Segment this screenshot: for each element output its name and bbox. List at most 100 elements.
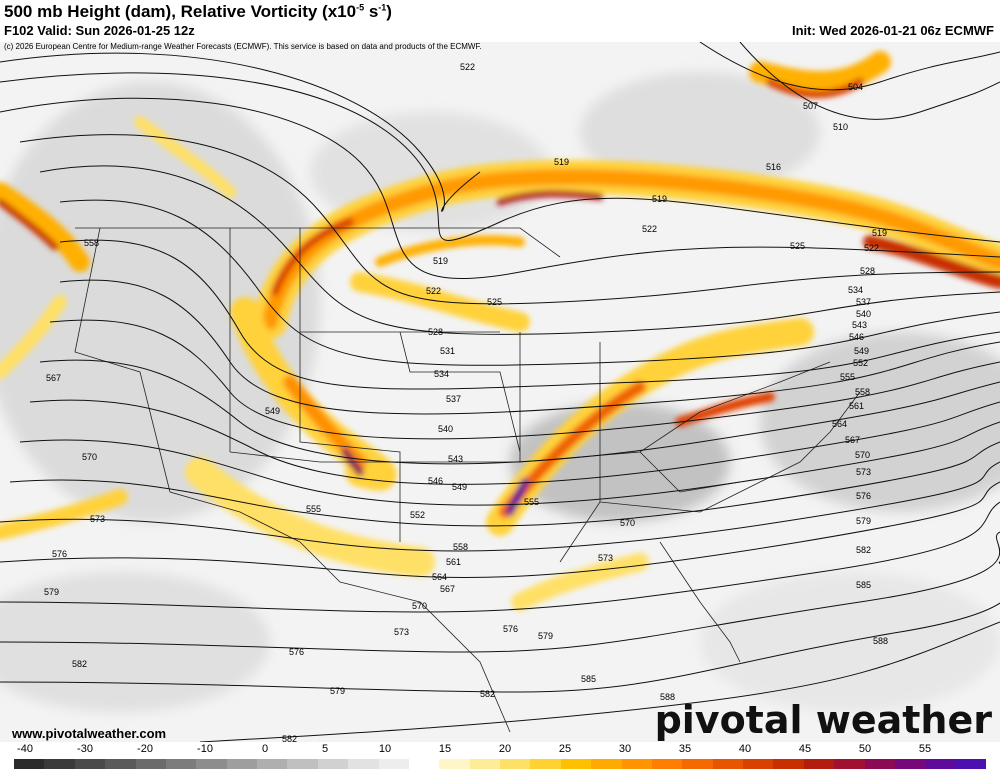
colorbar-swatch: [773, 759, 804, 769]
contour-label: 558: [453, 542, 468, 552]
contour-label: 567: [845, 435, 860, 445]
colorbar-swatch: [44, 759, 75, 769]
contour-label: 573: [394, 627, 409, 637]
colorbar-swatch: [257, 759, 288, 769]
colorbar-tick-label: 5: [321, 743, 329, 755]
colorbar-swatch: [317, 759, 349, 769]
contour-label: 540: [438, 424, 453, 434]
contour-label: 567: [440, 584, 455, 594]
contour-label: 570: [620, 518, 635, 528]
contour-label: 555: [524, 497, 539, 507]
colorbar-tick-label: 40: [738, 743, 752, 755]
contour-label: 534: [434, 369, 449, 379]
colorbar-tick-label: 55: [918, 743, 932, 755]
pivotal-weather-logo: pivotal weather: [654, 698, 992, 742]
colorbar-swatch: [74, 759, 106, 769]
colorbar-swatch: [408, 759, 440, 769]
contour-label: 558: [855, 387, 870, 397]
contour-label: 573: [598, 553, 613, 563]
colorbar-tick-label: 50: [858, 743, 872, 755]
contour-label: 564: [432, 572, 447, 582]
contour-label: 573: [90, 514, 105, 524]
header: 500 mb Height (dam), Relative Vorticity …: [0, 0, 1000, 42]
contour-label: 579: [44, 587, 59, 597]
contour-label: 516: [766, 162, 781, 172]
colorbar: -40 -30 -20 -10 0 5 10 15 20 25 30 35 40 45 50 55: [0, 742, 1000, 772]
valid-time: F102 Valid: Sun 2026-01-25 12z: [4, 23, 195, 38]
contour-label: 522: [426, 286, 441, 296]
contour-label: 504: [848, 82, 863, 92]
colorbar-swatch: [712, 759, 743, 769]
weather-map: 522 519 519 522 519 522 525 528 531 534 …: [0, 42, 1000, 742]
colorbar-swatch: [803, 759, 835, 769]
contour-label: 570: [412, 601, 427, 611]
colorbar-swatch: [651, 759, 683, 769]
colorbar-swatch: [14, 759, 45, 769]
colorbar-swatch: [925, 759, 956, 769]
contour-label: 582: [72, 659, 87, 669]
contour-label: 522: [864, 243, 879, 253]
colorbar-swatch: [165, 759, 197, 769]
contour-label: 579: [856, 516, 871, 526]
map-canvas: 522 519 519 522 519 522 525 528 531 534 …: [0, 42, 1000, 742]
contour-label: 567: [46, 373, 61, 383]
contour-label: 528: [428, 327, 443, 337]
colorbar-swatch: [500, 759, 531, 769]
contour-label: 558: [84, 238, 99, 248]
contour-label: 579: [330, 686, 345, 696]
colorbar-swatch: [560, 759, 592, 769]
contour-label: 579: [538, 631, 553, 641]
contour-label: 519: [433, 256, 448, 266]
contour-label: 537: [856, 297, 871, 307]
colorbar-tick-label: 20: [498, 743, 512, 755]
contour-label: 519: [652, 194, 667, 204]
colorbar-swatch: [105, 759, 136, 769]
contour-label: 585: [856, 580, 871, 590]
colorbar-tick-label: -10: [197, 743, 213, 755]
website-link[interactable]: www.pivotalweather.com: [12, 726, 167, 741]
colorbar-tick-label: 35: [678, 743, 692, 755]
contour-label: 510: [833, 122, 848, 132]
contour-label: 582: [856, 545, 871, 555]
contour-label: 564: [832, 419, 847, 429]
contour-label: 549: [452, 482, 467, 492]
contour-label: 576: [289, 647, 304, 657]
contour-label: 570: [82, 452, 97, 462]
contour-label: 522: [460, 62, 475, 72]
colorbar-swatch: [469, 759, 500, 769]
colorbar-swatch: [439, 759, 470, 769]
map-title: 500 mb Height (dam), Relative Vorticity …: [4, 2, 392, 21]
init-time: Init: Wed 2026-01-21 06z ECMWF: [791, 23, 994, 38]
contour-label: 576: [856, 491, 871, 501]
contour-label: 549: [265, 406, 280, 416]
contour-label: 537: [446, 394, 461, 404]
contour-label: 519: [554, 157, 569, 167]
colorbar-tick-label: 45: [798, 743, 812, 755]
contour-label: 522: [642, 224, 657, 234]
colorbar-swatch: [591, 759, 622, 769]
contour-label: 585: [581, 674, 596, 684]
contour-label: 561: [849, 401, 864, 411]
height-contours: [0, 42, 1000, 742]
contour-label: 546: [428, 476, 443, 486]
contour-label: 561: [446, 557, 461, 567]
contour-label: 543: [448, 454, 463, 464]
contour-label: 576: [503, 624, 518, 634]
colorbar-tick-label: 0: [261, 743, 269, 755]
colorbar-swatch: [955, 759, 986, 769]
colorbar-swatch: [196, 759, 227, 769]
colorbar-swatch: [894, 759, 926, 769]
contour-label: 588: [660, 692, 675, 702]
colorbar-ticks: -40 -30 -20 -10 0 5 10 15 20 25 30 35 40 45 50 55: [0, 742, 1000, 758]
contour-label: 528: [860, 266, 875, 276]
colorbar-swatch: [682, 759, 713, 769]
contour-label: 525: [790, 241, 805, 251]
contour-label: 552: [853, 358, 868, 368]
colorbar-swatch: [287, 759, 318, 769]
contour-label: 588: [873, 636, 888, 646]
copyright-notice: (c) 2026 European Centre for Medium-rang…: [4, 42, 482, 51]
contour-label: 507: [803, 101, 818, 111]
colorbar-swatch: [621, 759, 652, 769]
colorbar-swatch: [135, 759, 166, 769]
colorbar-swatch: [834, 759, 865, 769]
